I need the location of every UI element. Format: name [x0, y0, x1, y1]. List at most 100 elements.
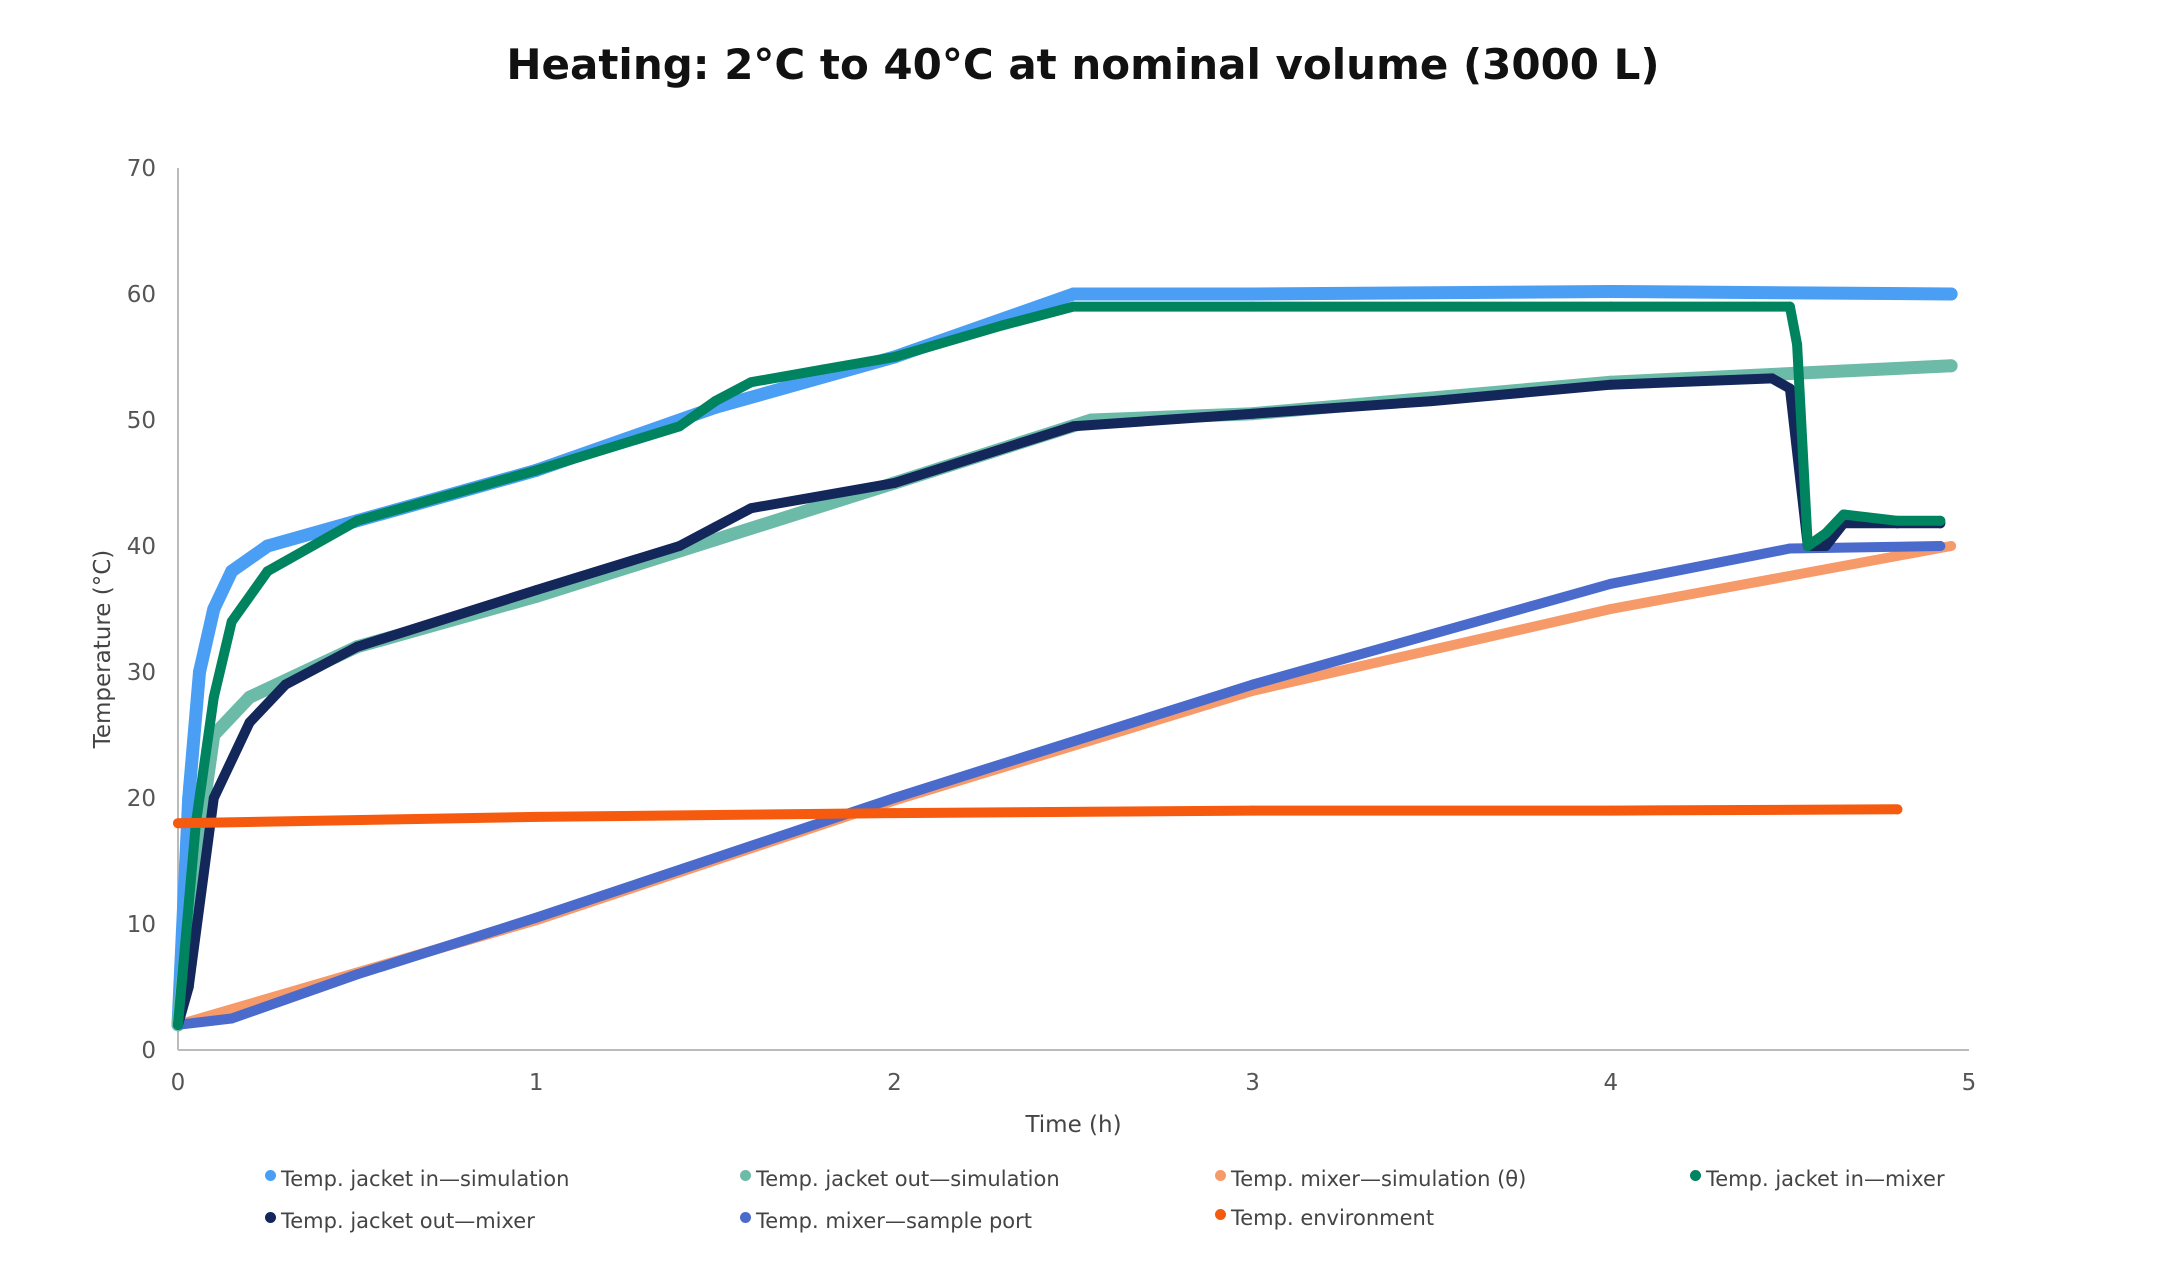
x-tick-label: 1	[529, 1070, 544, 1096]
y-tick-label: 40	[127, 534, 156, 560]
data-point	[352, 969, 363, 980]
data-point	[1766, 373, 1777, 384]
series-line-1	[171, 359, 1958, 1032]
data-point	[244, 717, 255, 728]
y-tick-label: 0	[141, 1038, 156, 1064]
data-point	[208, 692, 219, 703]
y-tick-label: 10	[127, 912, 156, 938]
data-point	[531, 912, 542, 923]
data-point	[1605, 301, 1616, 312]
chart-title: Heating: 2°C to 40°C at nominal volume (…	[506, 40, 1660, 89]
data-point	[1247, 679, 1258, 690]
data-point	[1935, 515, 1946, 526]
legend-item: Temp. mixer—simulation (θ)	[1215, 1167, 1526, 1191]
data-point	[226, 616, 237, 627]
data-point	[173, 1019, 183, 1030]
legend-item: Temp. jacket out—mixer	[265, 1209, 535, 1233]
data-point	[280, 679, 291, 690]
data-point	[1820, 528, 1831, 539]
legend-marker-icon	[265, 1169, 276, 1181]
data-point	[243, 690, 257, 704]
data-point	[996, 320, 1007, 331]
data-point	[1068, 301, 1079, 312]
data-point	[531, 585, 542, 596]
data-point	[262, 566, 273, 577]
legend-label: Temp. jacket in—simulation	[281, 1167, 570, 1191]
legend-label: Temp. mixer—simulation (θ)	[1231, 1167, 1527, 1191]
x-tick-label: 4	[1603, 1070, 1618, 1096]
data-point	[1068, 421, 1079, 432]
legend-label: Temp. jacket in—mixer	[1706, 1167, 1945, 1191]
data-point	[708, 533, 722, 547]
legend-item: Temp. jacket out—simulation	[740, 1167, 1060, 1191]
data-point	[1784, 543, 1795, 554]
legend-marker-icon	[1690, 1169, 1701, 1181]
data-point	[352, 515, 363, 526]
data-point	[1802, 541, 1813, 551]
data-point	[1892, 515, 1903, 526]
data-point	[1605, 604, 1616, 614]
data-point	[1946, 541, 1957, 551]
data-point	[889, 793, 900, 803]
y-tick-label: 70	[127, 156, 156, 182]
legend-label: Temp. environment	[1231, 1206, 1435, 1230]
legend-marker-icon	[265, 1211, 276, 1223]
data-point	[192, 665, 206, 679]
data-point	[225, 564, 239, 578]
data-point	[1935, 541, 1946, 551]
data-point	[1838, 509, 1849, 520]
data-point	[1247, 301, 1258, 312]
legend-marker-icon	[740, 1211, 751, 1223]
legend-label: Temp. jacket out—mixer	[281, 1209, 535, 1233]
data-point	[226, 1013, 237, 1024]
x-tick-label: 2	[887, 1070, 902, 1096]
y-tick-label: 20	[127, 786, 156, 812]
legend-label: Temp. mixer—sample port	[756, 1209, 1033, 1233]
legend-label: Temp. jacket out—simulation	[756, 1167, 1060, 1191]
data-point	[889, 808, 900, 819]
data-point	[889, 478, 900, 488]
data-point	[1247, 408, 1258, 419]
data-point	[1067, 287, 1080, 301]
data-point	[1604, 284, 1618, 298]
data-point	[1246, 287, 1260, 301]
legend-marker-icon	[740, 1169, 751, 1181]
data-point	[710, 522, 721, 533]
x-axis-label: Time (h)	[1024, 1112, 1121, 1138]
data-point	[746, 377, 757, 388]
data-point	[674, 541, 685, 551]
data-point	[1426, 396, 1437, 407]
legend-marker-icon	[1215, 1169, 1226, 1181]
x-tick-label: 3	[1245, 1070, 1260, 1096]
legend-marker-icon	[1215, 1208, 1226, 1220]
data-point	[531, 465, 542, 476]
data-point	[1605, 805, 1616, 816]
data-point	[1820, 541, 1831, 551]
series-line-6	[173, 804, 1903, 829]
data-point	[531, 811, 542, 822]
data-point	[1784, 301, 1795, 312]
data-point	[1792, 339, 1803, 350]
series-line-4	[173, 373, 1946, 1030]
data-point	[1247, 805, 1258, 816]
data-point	[674, 421, 685, 432]
y-tick-label: 60	[127, 282, 156, 308]
data-point	[746, 503, 757, 514]
data-point	[208, 793, 219, 803]
data-point	[1944, 359, 1958, 373]
data-point	[207, 602, 221, 616]
data-point	[1749, 301, 1760, 312]
data-point	[1892, 804, 1903, 815]
data-point	[1605, 379, 1616, 390]
legend-item: Temp. mixer—sample port	[740, 1209, 1032, 1233]
y-tick-label: 50	[127, 408, 156, 434]
data-point	[173, 818, 183, 829]
data-point	[1605, 578, 1616, 589]
legend-item: Temp. jacket in—simulation	[265, 1167, 569, 1191]
data-point	[1784, 383, 1795, 394]
y-axis-label: Temperature (°C)	[90, 550, 116, 750]
y-tick-label: 30	[127, 660, 156, 686]
data-point	[710, 396, 721, 407]
data-point	[889, 352, 900, 362]
